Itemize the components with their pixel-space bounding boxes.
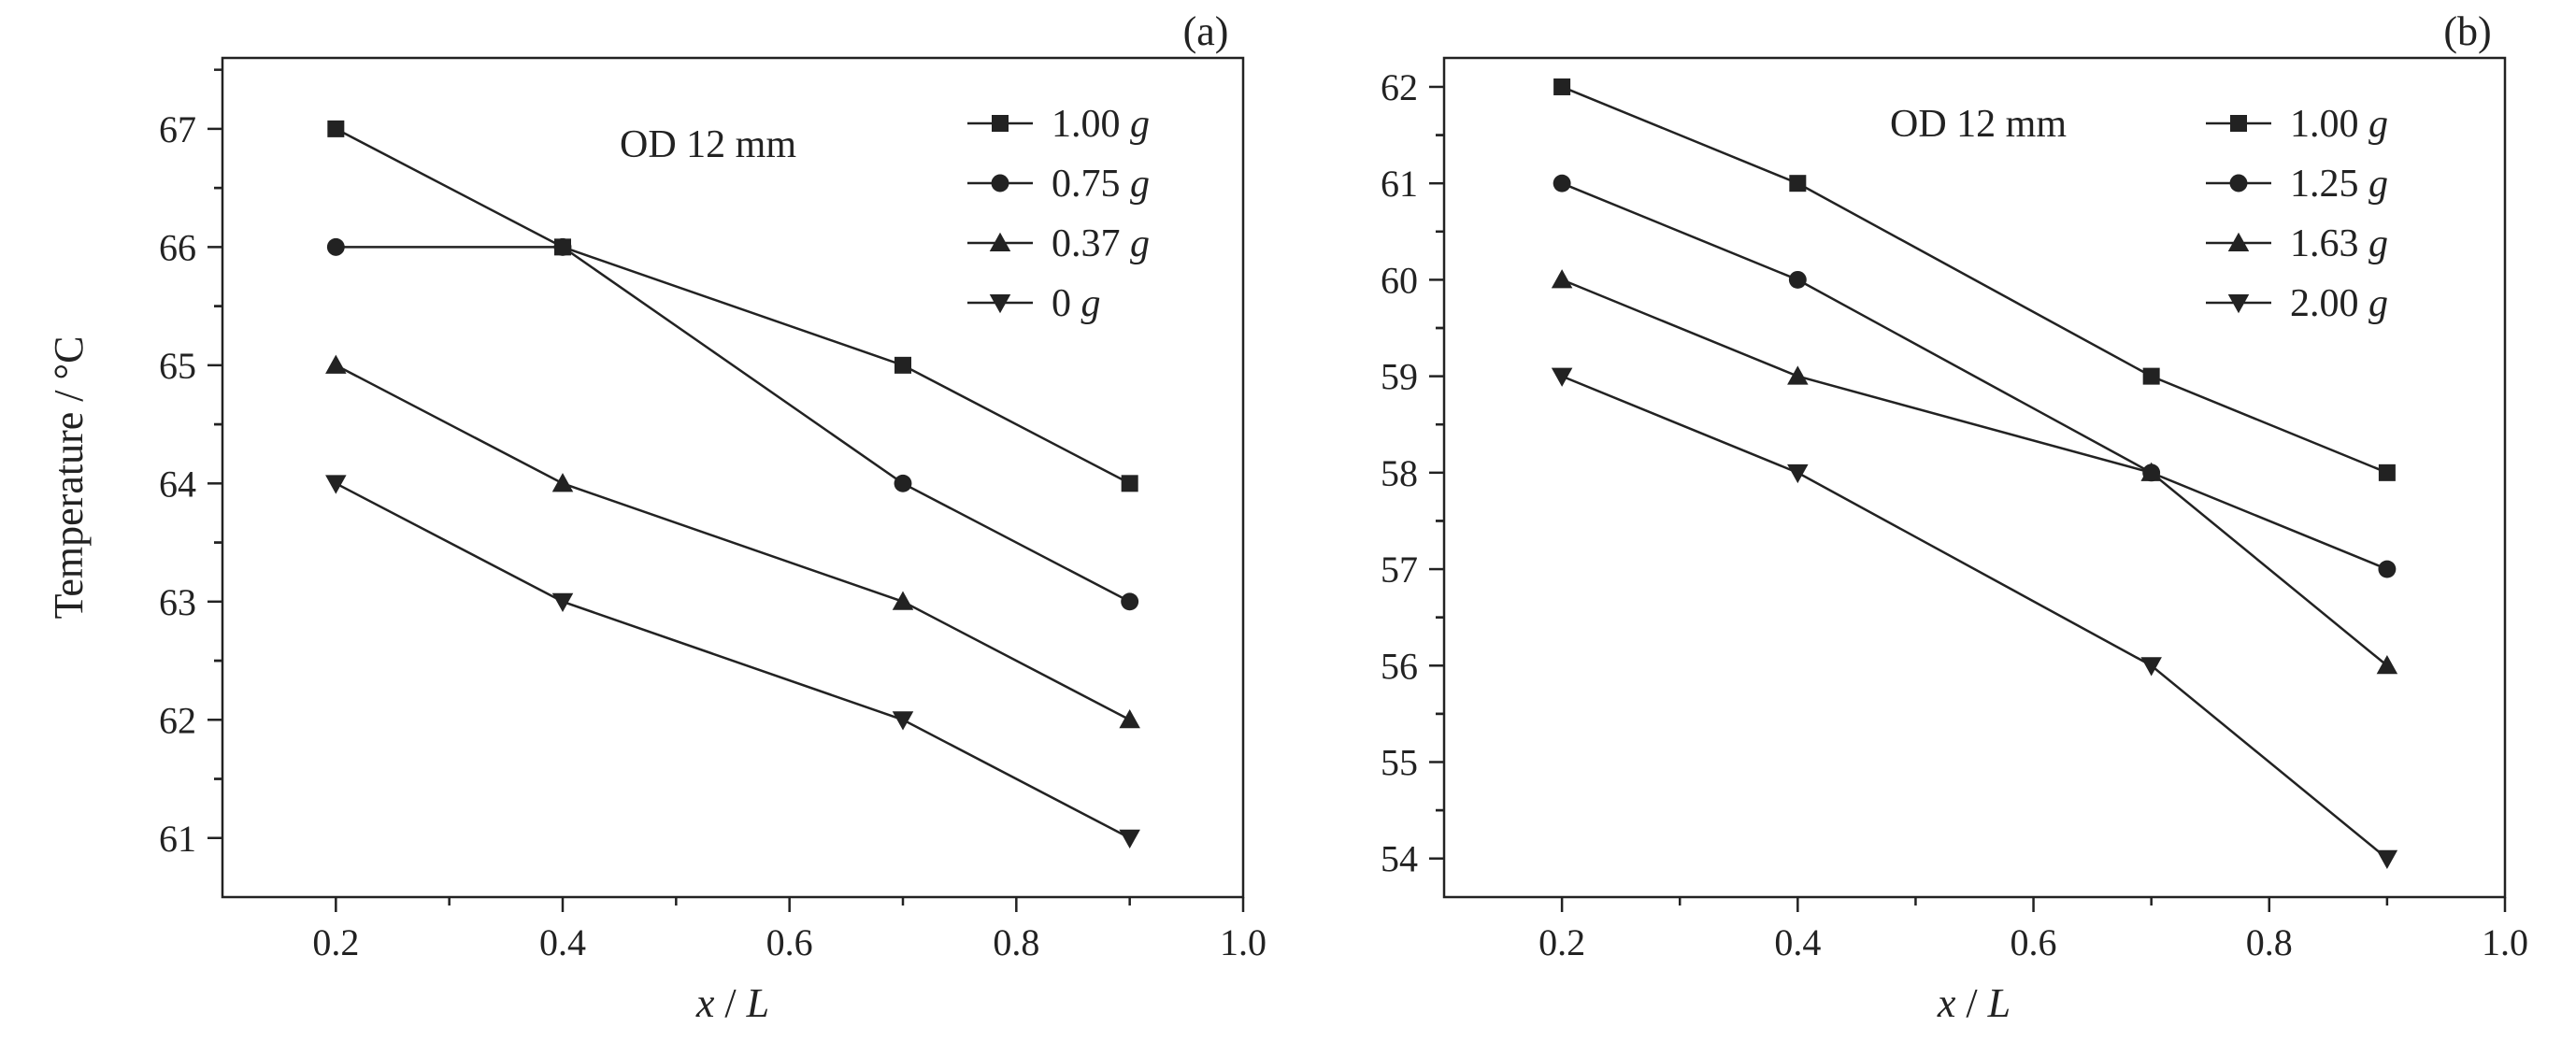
- x-tick-label: 1.0: [1220, 921, 1267, 963]
- data-point-1.00: [2142, 367, 2160, 385]
- data-point-2.00: [2376, 849, 2398, 869]
- legend-entry: 1.63 g: [2290, 222, 2388, 265]
- data-point-1.63: [2140, 462, 2162, 481]
- data-point-1.25: [1788, 270, 1807, 289]
- data-point-1.25: [2378, 560, 2397, 578]
- y-tick-label: 66: [159, 226, 196, 268]
- data-point-0: [1119, 829, 1140, 849]
- x-tick-label: 0.8: [993, 921, 1039, 963]
- y-axis-label: Temperature / °C: [46, 336, 92, 620]
- legend-marker: [989, 232, 1011, 251]
- annotation-label: OD 12 mm: [620, 123, 796, 166]
- data-point-0.75: [894, 474, 912, 492]
- y-tick-label: 63: [159, 581, 196, 623]
- panel-a: 0.2 0.4 0.6 0.8 1.0 61 62 63 64 65 66 67 1.00 g 0.75 …: [46, 8, 1267, 1026]
- series-line-1.00: [1561, 85, 2388, 474]
- series-line-1.00: [335, 127, 1131, 485]
- data-point-0: [892, 711, 914, 731]
- panel-b: 0.2 0.4 0.6 0.8 1.0 54 55 56 57 58 59 60 61 62 1.00 g 1…: [1381, 8, 2528, 1026]
- data-point-0.37: [892, 591, 914, 610]
- series-line-2.00: [1561, 375, 2388, 860]
- series-line-0.75: [336, 246, 1131, 603]
- data-point-1.00: [327, 120, 345, 137]
- x-axis-label: x / L: [1937, 980, 2011, 1026]
- data-point-2.00: [2140, 657, 2162, 677]
- legend-marker: [992, 115, 1009, 132]
- y-tick-label: 61: [1381, 163, 1418, 205]
- y-tick-label: 59: [1381, 356, 1418, 398]
- y-tick-label: 67: [159, 108, 196, 150]
- legend-marker: [2230, 115, 2247, 132]
- data-point-0.75: [1121, 592, 1139, 611]
- y-tick-label: 54: [1381, 838, 1418, 880]
- y-tick-label: 62: [1381, 66, 1418, 108]
- legend-entry: 0.75 g: [1052, 163, 1150, 206]
- panel-label: (a): [1183, 8, 1229, 54]
- data-point-0.75: [326, 237, 345, 256]
- data-point-1.00: [2378, 463, 2396, 481]
- y-tick-label: 61: [159, 818, 196, 860]
- legend-entry: 0.37 g: [1052, 222, 1150, 265]
- data-point-0: [551, 592, 574, 613]
- y-tick-label: 57: [1381, 549, 1418, 591]
- legend-marker: [2229, 174, 2248, 193]
- data-point-1.00: [894, 356, 911, 374]
- x-tick-label: 0.4: [539, 921, 586, 963]
- y-tick-label: 65: [159, 345, 196, 387]
- y-tick-label: 55: [1381, 741, 1418, 783]
- legend-marker: [2227, 232, 2250, 251]
- legend-entry: 1.00 g: [1052, 103, 1150, 146]
- data-point-0.37: [325, 354, 347, 374]
- plot-frame: [221, 56, 1245, 899]
- y-tick-label: 58: [1381, 452, 1418, 494]
- data-point-0.37: [1119, 709, 1140, 729]
- series-line-0: [335, 482, 1131, 839]
- legend-entry: 1.25 g: [2290, 163, 2388, 206]
- series-line-1.63: [1561, 278, 2388, 667]
- x-tick-label: 0.6: [766, 921, 813, 963]
- data-point-1.63: [1551, 269, 1573, 289]
- data-point-1.63: [1787, 365, 1809, 385]
- panel-label: (b): [2443, 8, 2491, 54]
- x-tick-label: 0.8: [2246, 921, 2293, 963]
- data-point-2.00: [1787, 463, 1809, 484]
- legend-entry: 2.00 g: [2290, 282, 2388, 325]
- legend-entry: 0 g: [1052, 282, 1101, 325]
- legend-entry: 1.00 g: [2290, 103, 2388, 146]
- data-point-1.00: [1121, 475, 1138, 492]
- data-point-1.00: [1553, 78, 1571, 95]
- y-tick-label: 56: [1381, 645, 1418, 687]
- data-point-0.37: [551, 473, 574, 492]
- y-tick-label: 64: [159, 463, 196, 505]
- data-point-2.00: [1551, 367, 1573, 387]
- plot-frame: [1442, 56, 2507, 899]
- x-tick-label: 0.4: [1774, 921, 1821, 963]
- x-tick-label: 1.0: [2482, 921, 2528, 963]
- data-point-0.75: [553, 237, 572, 256]
- legend-marker: [991, 174, 1009, 193]
- data-point-0: [325, 475, 347, 494]
- x-axis-label: x / L: [695, 980, 769, 1026]
- annotation-label: OD 12 mm: [1890, 103, 2067, 146]
- y-tick-label: 62: [159, 699, 196, 741]
- data-point-1.25: [1553, 174, 1571, 193]
- data-point-1.63: [2376, 655, 2398, 675]
- series-line-1.25: [1561, 182, 2388, 571]
- legend-marker: [989, 294, 1011, 314]
- y-tick-label: 60: [1381, 259, 1418, 301]
- series-line-0.37: [335, 364, 1131, 721]
- x-tick-label: 0.2: [312, 921, 359, 963]
- data-point-1.00: [1789, 175, 1807, 193]
- legend-marker: [2227, 294, 2250, 314]
- x-tick-label: 0.6: [2011, 921, 2057, 963]
- x-tick-label: 0.2: [1538, 921, 1585, 963]
